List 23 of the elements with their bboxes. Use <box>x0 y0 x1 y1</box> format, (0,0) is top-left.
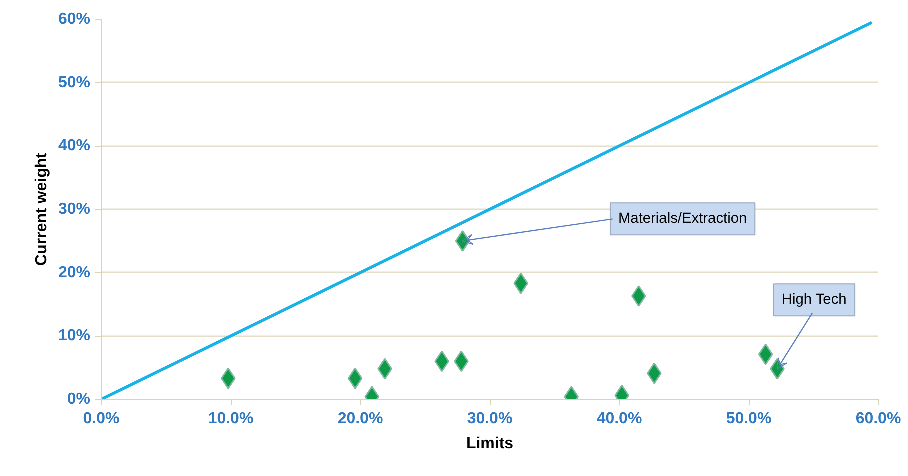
y-tick-label: 40% <box>58 138 91 155</box>
y-tick-label: 50% <box>58 74 91 92</box>
y-axis-title: Current weight <box>33 152 50 266</box>
y-tick-label: 60% <box>58 11 91 28</box>
annotation: High Tech <box>782 292 847 308</box>
x-tick-label: 20.0% <box>338 410 384 428</box>
x-tick-label: 60.0% <box>856 410 902 428</box>
x-tick-label: 30.0% <box>467 410 513 428</box>
point <box>378 358 393 380</box>
x-tick-label: 50.0% <box>726 410 772 428</box>
point <box>758 344 774 366</box>
point <box>455 230 470 252</box>
x-tick-label: 40.0% <box>596 410 642 428</box>
x-tick-label: 0.0% <box>83 410 120 428</box>
point <box>220 368 236 390</box>
y-tick-label: 20% <box>58 264 91 282</box>
point <box>348 368 363 390</box>
annotation: Materials/Extraction <box>618 211 748 228</box>
y-tick-label: 30% <box>58 201 91 218</box>
y-tick-label: 0% <box>67 391 90 408</box>
y-tick-label: 10% <box>58 328 91 345</box>
x-axis-title: Limits <box>466 436 514 452</box>
x-tick-label: 10.0% <box>208 410 254 428</box>
